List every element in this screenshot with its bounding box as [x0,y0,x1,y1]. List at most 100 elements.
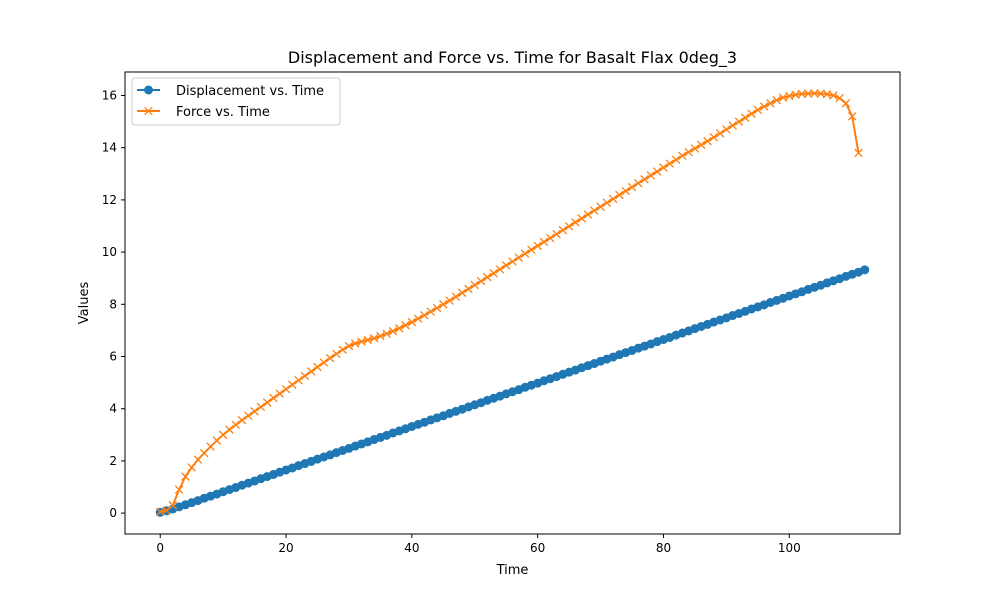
series-displacement [155,265,870,517]
legend-x-mark [144,106,153,116]
legend-marker-displacement [144,85,153,95]
data-point [583,210,593,219]
data-point [162,506,171,515]
data-point [218,430,228,440]
data-point [457,288,467,298]
data-point [740,113,750,122]
data-point [590,206,599,215]
data-point [678,151,687,161]
legend-label-force: Force vs. Time [176,105,270,120]
data-point [684,147,693,157]
data-point [432,303,442,313]
data-point [728,121,737,130]
data-point [344,341,354,351]
data-point [464,284,473,294]
data-point [797,89,807,99]
data-point [225,425,234,434]
data-point [357,337,366,346]
data-point [520,249,530,258]
data-point [652,167,662,176]
data-point [181,472,190,481]
data-point [715,129,725,138]
data-point [319,358,329,367]
x-tick-label: 60 [530,541,545,555]
y-tick-label: 12 [102,193,117,207]
data-point [552,229,561,239]
data-point [571,218,580,227]
series-line [160,92,860,513]
data-point [445,296,454,305]
data-point [325,353,335,363]
x-tick-label: 20 [278,541,293,555]
data-point [382,329,391,339]
y-tick-label: 14 [102,141,117,155]
data-point [489,268,498,278]
data-point [545,233,555,243]
data-point [533,241,542,251]
data-point [250,407,259,416]
x-axis-label: Time [496,563,529,578]
data-point [722,125,731,134]
data-point [269,393,278,403]
data-point [514,253,524,262]
data-point [395,324,404,333]
data-point [439,300,448,309]
data-point [476,276,486,286]
y-tick-label: 0 [109,506,117,520]
y-tick-label: 8 [109,297,117,311]
data-point [244,411,253,421]
data-point [539,237,549,247]
data-point [766,99,775,108]
data-point [350,339,360,348]
data-point [829,91,838,100]
data-point [646,171,656,180]
data-point [376,331,385,341]
data-point [420,311,429,320]
data-point [338,345,347,354]
legend: Displacement vs. Time Force vs. Time [131,77,341,126]
data-point [281,384,291,394]
data-point [300,371,310,381]
data-point [256,402,266,412]
data-point [753,105,763,115]
data-point [709,132,719,142]
data-point [747,109,756,119]
data-point [860,265,870,275]
data-point [772,95,781,105]
x-tick-label: 40 [404,541,419,555]
x-tick-label: 0 [156,541,164,555]
legend-box [131,77,341,126]
data-point [627,182,637,192]
data-point [810,89,819,98]
x-axis: 0 20 40 60 80 100 [156,534,801,555]
data-point [388,326,398,336]
data-point [451,292,461,301]
data-point [426,307,435,316]
data-point [778,93,788,102]
data-point [288,380,297,389]
data-point [508,257,517,266]
data-point [495,265,505,274]
data-point [690,144,700,153]
data-point [854,148,863,158]
y-tick-label: 2 [109,454,117,468]
data-point [187,463,196,472]
data-point [615,190,624,200]
data-point [803,89,813,98]
data-point [470,280,480,290]
chart-title: Displacement and Force vs. Time for Basa… [288,48,737,68]
x-tick-label: 80 [656,541,671,555]
y-tick-label: 10 [102,245,117,259]
data-point [413,314,423,323]
data-point [231,420,240,430]
y-axis-label: Values [77,282,92,325]
data-point [847,112,857,121]
data-point [703,136,712,146]
data-point [841,99,851,108]
data-point [608,194,618,204]
data-point [262,398,272,407]
legend-label-displacement: Displacement vs. Time [176,84,324,99]
data-point [640,175,649,184]
